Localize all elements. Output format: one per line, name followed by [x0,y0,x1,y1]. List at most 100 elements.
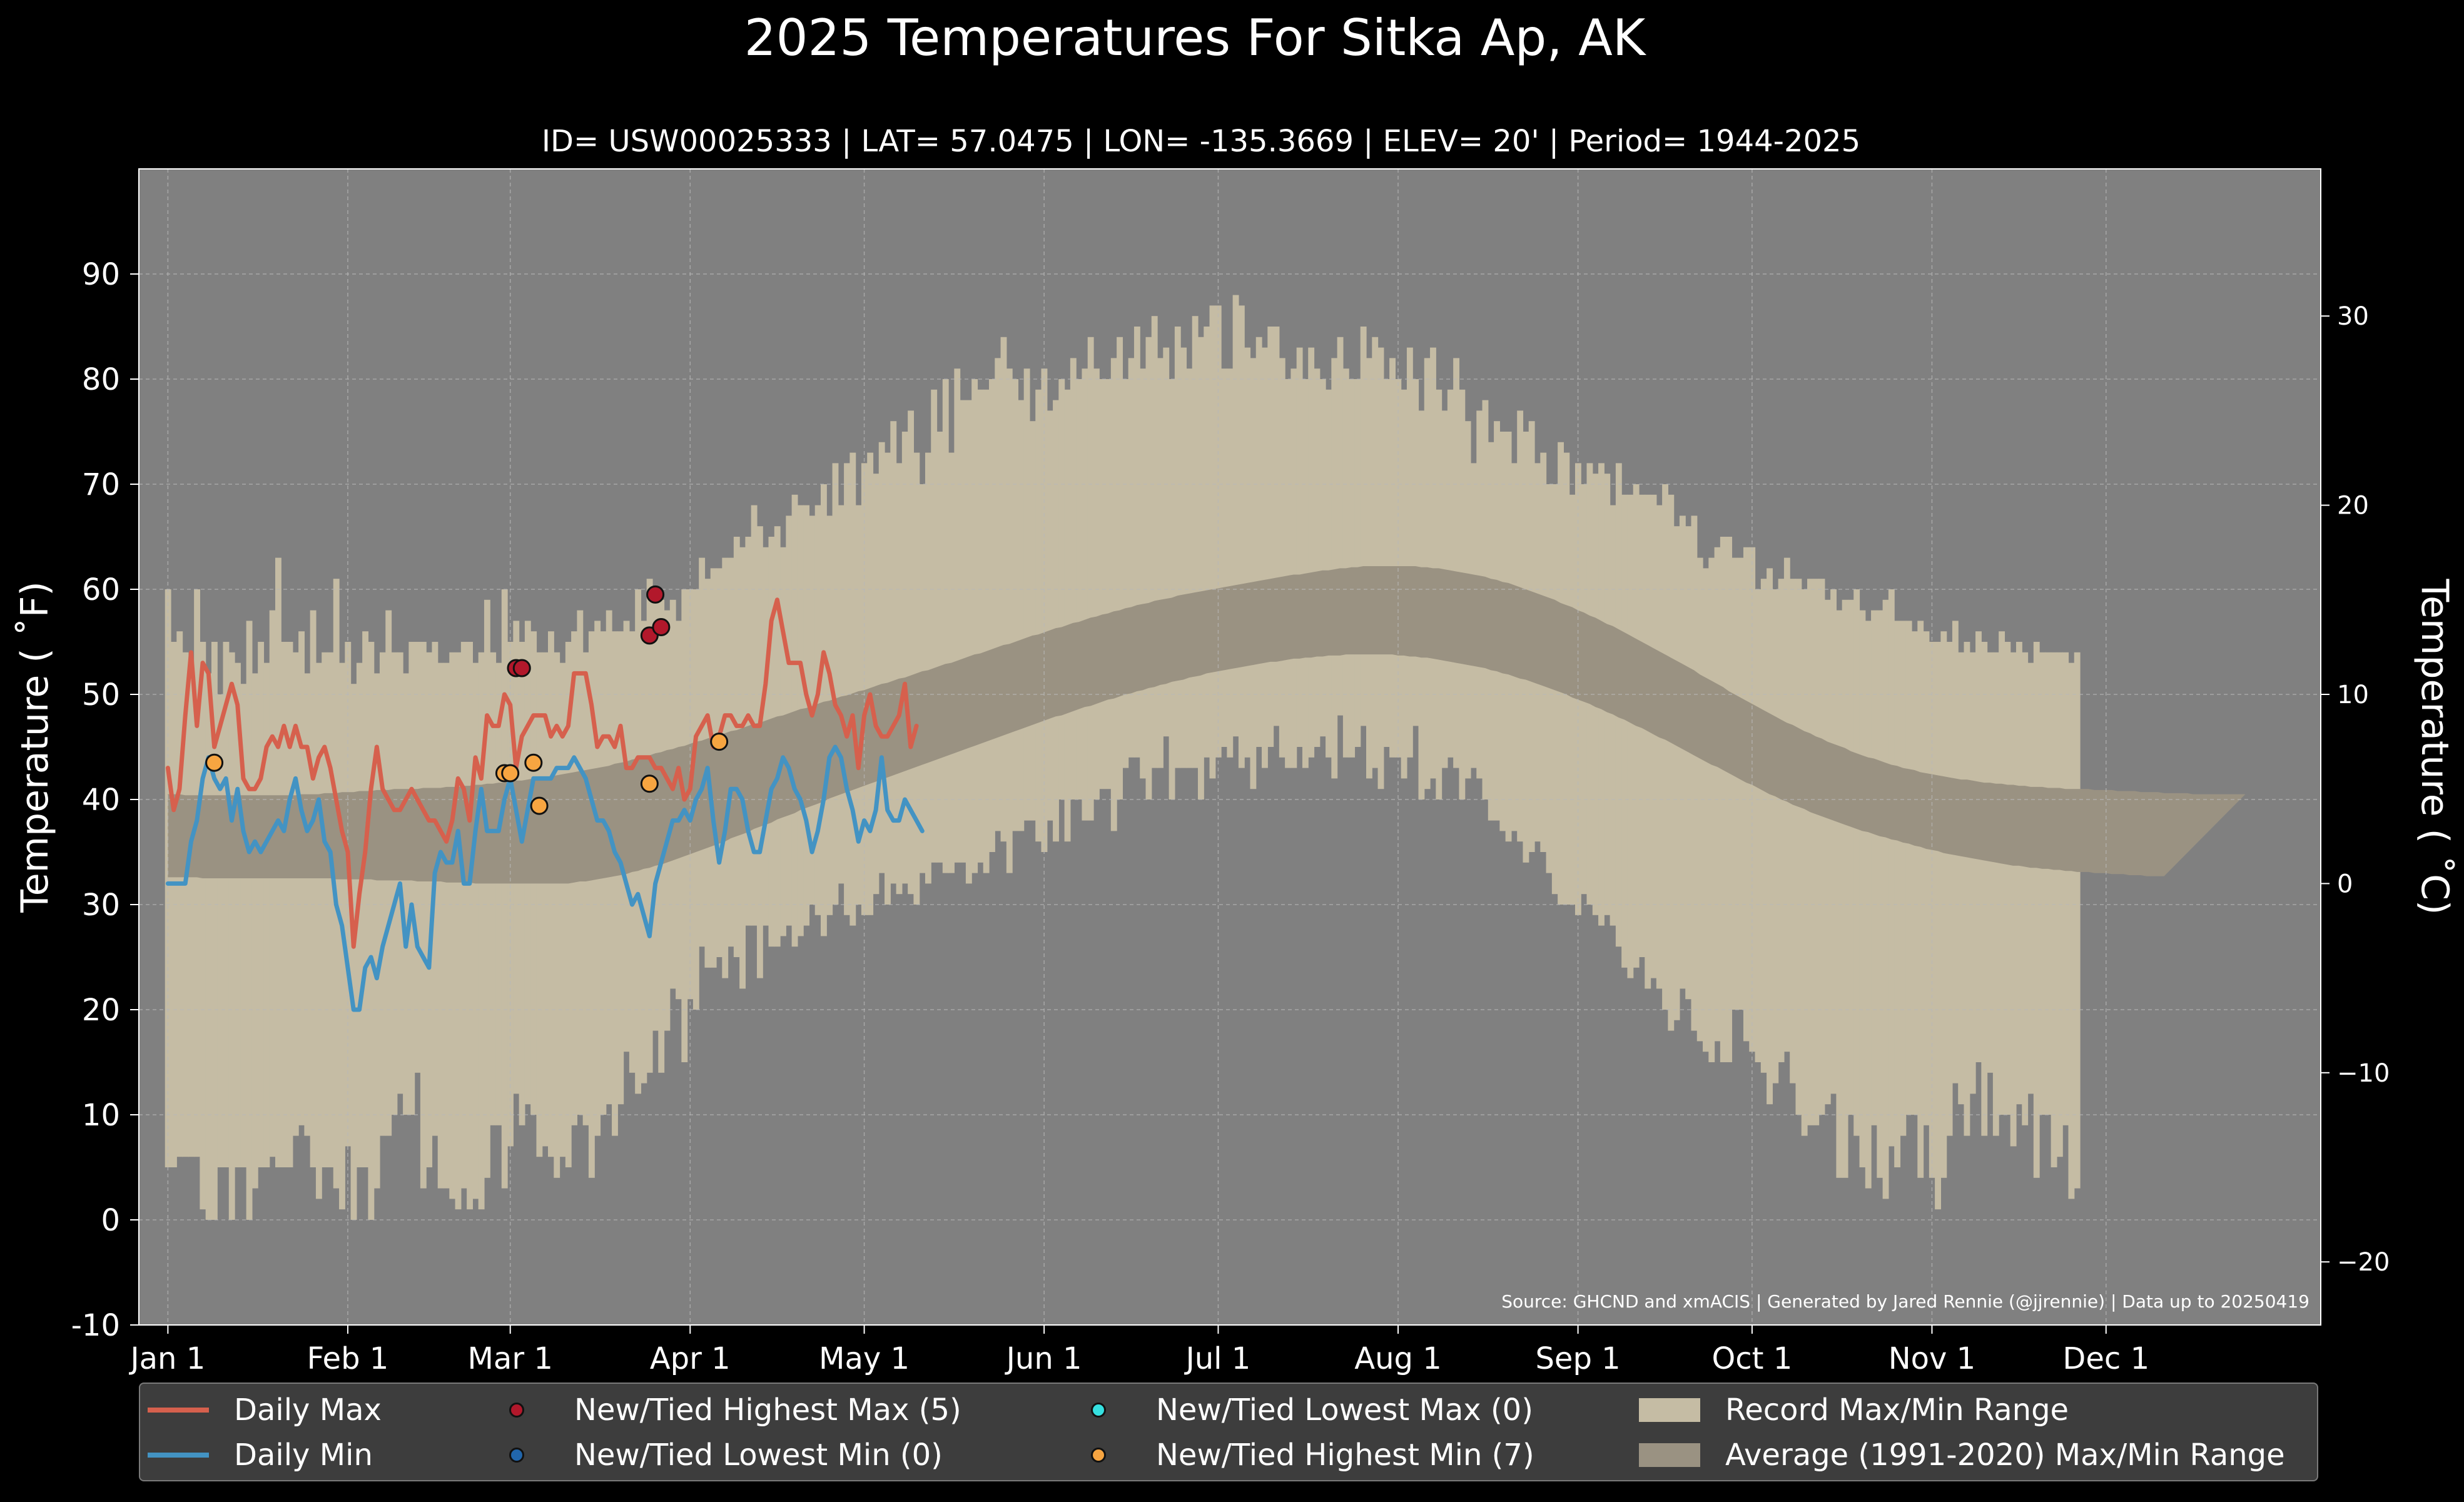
record-range-bar [449,652,456,1199]
record-range-bar [559,662,566,1157]
record-range-bar [1703,568,1709,1052]
record-range-bar [228,652,235,1220]
record-range-bar [2039,652,2046,1115]
record-range-bar [1250,358,1257,789]
record-range-bar [1737,557,1744,1010]
record-range-bar [1790,579,1797,1083]
record-range-bar [258,642,265,1167]
record-range-bar [1076,379,1083,799]
record-range-bar [2022,652,2029,1125]
record-range-bar [490,652,497,1125]
record-range-bar [1122,379,1129,768]
record-range-bar [420,642,427,1189]
record-range-bar [1255,337,1262,747]
record-range-bar [1319,379,1326,737]
record-range-bar [977,389,984,863]
record-range-bar [1093,368,1100,799]
record-range-bar [612,631,618,1136]
record-range-bar [1285,379,1292,768]
y2-tick-label: −10 [2337,1059,2390,1088]
record-range-bar [1958,652,1965,1105]
record-range-bar [1999,631,2005,1115]
record-range-bar [1273,327,1280,726]
record-range-bar [1314,368,1321,747]
source-note: Source: GHCND and xmACIS | Generated by … [1501,1291,2309,1312]
new-highest-min-marker [640,774,659,793]
record-range-bar [1894,621,1901,1167]
plot-frame [138,168,2321,1326]
record-range-bar [1853,589,1860,1136]
y-tick-label: 70 [82,467,120,502]
x-tick-label: Jan 1 [128,1341,205,1376]
record-range-bar [1389,358,1396,758]
record-range-bar [1645,494,1651,989]
x-tick-label: May 1 [819,1341,910,1376]
record-range-bar [1836,610,1843,1178]
record-range-bar [1813,579,1820,1125]
record-range-bar [1964,642,1970,1136]
new-highest-max-marker [652,617,671,636]
record-range-bar [246,621,253,1220]
record-range-bar [1412,379,1419,726]
daily-min-line [165,744,925,1012]
record-range-bar [1133,327,1140,758]
y-tick-label: 60 [82,572,120,607]
new-highest-min-marker [524,753,543,772]
record-range-bar [373,673,380,1189]
record-range-bar [942,379,949,873]
record-range-bar [1673,526,1680,1020]
record-range-bar [582,652,589,1125]
y-axis-ticks: -10 0 10 20 30 40 50 60 70 80 90 [71,257,139,1343]
chart-title: 2025 Temperatures For Sitka Ap, AK [744,9,1647,67]
record-range-bar [1354,379,1361,747]
legend-label: New/Tied Highest Max (5) [574,1393,961,1428]
legend-label: New/Tied Lowest Max (0) [1156,1393,1533,1428]
record-range-bar [1174,327,1181,768]
record-range-bar [1842,599,1848,1178]
record-range-bar [1197,337,1204,799]
record-range-bar [333,579,340,1189]
record-range-bar [350,684,357,1220]
record-range-bar [2010,652,2017,1147]
record-range-bar [878,442,885,873]
record-range-bar [263,662,270,1167]
record-range-bar [379,652,386,1136]
y2-tick-label: 20 [2337,492,2369,520]
record-range-bar [1679,515,1686,989]
record-range-bar [1888,589,1895,1147]
record-range-bar [269,610,276,1157]
x-tick-label: Jul 1 [1184,1341,1251,1376]
record-range-bar [1778,579,1785,1062]
record-range-bar [472,662,479,1199]
record-range-bar [1650,494,1657,978]
record-range-bar [1105,379,1112,789]
record-range-bar [867,452,874,915]
daily-max-line [165,597,919,949]
record-range-bar [467,642,474,1210]
record-range-bar [1053,400,1059,842]
record-range-bar [1691,515,1698,1031]
record-range-bar [1830,589,1837,1094]
chart-legend: Daily Max Daily Min New/Tied Highest Max… [139,1383,2318,1481]
record-range-bar [1656,505,1663,989]
record-range-bar [1372,337,1379,768]
legend-label: Daily Min [234,1438,373,1473]
record-range-bar [1662,484,1668,1010]
record-range-bar [554,652,560,1178]
y-tick-label: 50 [82,677,120,713]
record-range-bar [1308,347,1315,758]
record-range-bar [1099,379,1106,789]
new-highest-min-marker [205,753,224,772]
record-range-bar [1000,337,1007,842]
legend-dot-icon [1091,1448,1106,1463]
record-range-bar [1337,337,1344,716]
record-range-bar [890,421,897,884]
record-range-bar [1696,557,1703,1042]
record-range-bar [1871,610,1877,1125]
record-range-bar [286,642,293,1167]
record-range-bar [1342,368,1349,758]
record-range-bar [1145,337,1152,799]
record-range-bar [1296,347,1303,747]
record-range-bar [1755,589,1762,1062]
